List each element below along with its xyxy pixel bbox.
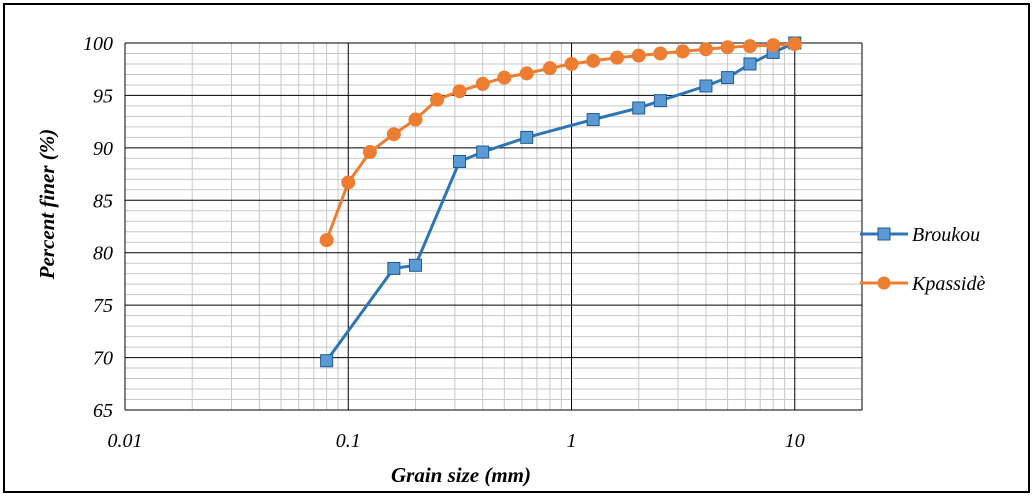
data-point-kpassid <box>542 61 557 76</box>
data-point-kpassid <box>408 112 423 127</box>
y-tick-label: 100 <box>83 33 113 55</box>
x-tick-label: 10 <box>785 430 805 452</box>
data-point-kpassid <box>497 70 512 85</box>
y-tick-label: 85 <box>93 190 113 212</box>
legend-label-broukou: Broukou <box>912 224 980 246</box>
data-point-broukou <box>453 154 467 168</box>
data-point-kpassid <box>430 92 445 107</box>
x-tick-label: 1 <box>567 430 577 452</box>
data-point-kpassid <box>452 84 467 99</box>
legend-item-broukou: Broukou <box>860 224 980 246</box>
data-point-kpassid <box>319 233 334 248</box>
y-axis-title: Percent finer (%) <box>35 129 59 280</box>
data-point-broukou <box>721 71 735 85</box>
y-tick-label: 75 <box>93 295 113 317</box>
data-point-kpassid <box>564 56 579 71</box>
data-point-broukou <box>520 130 534 144</box>
x-tick-label: 0.1 <box>336 430 361 452</box>
legend-label-kpasside: Kpassidè <box>911 273 985 295</box>
data-point-broukou <box>743 57 757 71</box>
data-point-kpassid <box>586 53 601 68</box>
data-point-broukou <box>653 94 667 108</box>
data-point-kpassid <box>519 66 534 81</box>
legend-marker-kpasside <box>877 276 891 290</box>
legend-item-kpasside: Kpassidè <box>860 273 985 295</box>
data-point-kpassid <box>653 46 668 61</box>
y-tick-label: 95 <box>93 85 113 107</box>
data-point-kpassid <box>610 50 625 65</box>
x-axis-title: Grain size (mm) <box>391 463 531 487</box>
legend: Broukou Kpassidè <box>860 224 985 295</box>
y-tick-label: 80 <box>93 243 113 265</box>
series-line-broukou <box>325 41 796 362</box>
legend-marker-broukou <box>877 227 891 241</box>
data-point-kpassid <box>787 37 802 52</box>
series-layer <box>319 36 802 368</box>
series-line-kpassid <box>325 42 795 241</box>
tick-labels: 65 70 75 80 85 90 95 100 0.01 0.1 1 10 <box>83 33 805 452</box>
major-gridlines <box>124 42 863 411</box>
data-point-broukou <box>586 113 600 127</box>
data-point-broukou <box>320 354 334 368</box>
data-point-kpassid <box>720 40 735 55</box>
minor-gridlines <box>125 43 862 410</box>
x-tick-label: 0.01 <box>108 430 143 452</box>
data-point-kpassid <box>631 48 646 63</box>
data-point-kpassid <box>742 39 757 54</box>
y-tick-label: 70 <box>93 348 113 370</box>
y-tick-label: 65 <box>93 400 113 422</box>
data-point-broukou <box>476 145 490 159</box>
data-point-broukou <box>632 101 646 115</box>
data-point-kpassid <box>675 44 690 59</box>
data-point-kpassid <box>341 175 356 190</box>
data-point-broukou <box>699 79 713 93</box>
data-point-kpassid <box>386 127 401 142</box>
y-tick-label: 90 <box>93 138 113 160</box>
data-point-kpassid <box>475 76 490 91</box>
data-point-kpassid <box>698 42 713 57</box>
data-point-broukou <box>408 258 422 272</box>
data-point-kpassid <box>766 38 781 53</box>
data-point-broukou <box>387 261 401 275</box>
data-point-kpassid <box>362 145 377 160</box>
